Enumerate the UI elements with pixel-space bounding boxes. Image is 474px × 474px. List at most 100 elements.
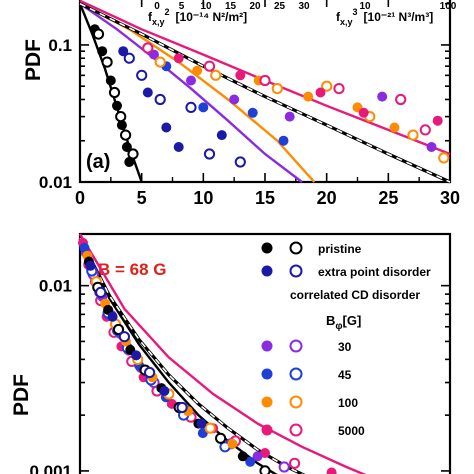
data-point xyxy=(142,87,153,98)
panel-b: PDF B = 68 G 0.01 0.001 pristine extra po… xyxy=(10,232,452,474)
legend-bphi-open-marker xyxy=(289,339,303,353)
data-point xyxy=(216,130,227,141)
data-point xyxy=(79,242,90,253)
x-tick-label: 20 xyxy=(317,188,337,208)
data-point xyxy=(333,83,345,95)
legend: pristine extra point disorder correlated… xyxy=(261,241,431,438)
data-point xyxy=(154,93,166,106)
top-f2-tick-label: 20 xyxy=(249,1,261,12)
data-point xyxy=(101,56,113,68)
data-point xyxy=(203,60,216,72)
y-tick-label: 0.001 xyxy=(29,462,72,474)
legend-bphi-value: 5000 xyxy=(338,424,365,438)
top-axis-f3-label: fx,y3 [10⁻²¹ N³/m³] xyxy=(336,7,433,27)
data-point xyxy=(120,129,132,141)
data-point xyxy=(159,386,170,396)
data-point xyxy=(389,122,400,133)
data-point xyxy=(203,148,216,160)
data-point xyxy=(173,142,184,152)
x-tick-label: 25 xyxy=(378,188,398,208)
data-point xyxy=(95,286,107,298)
data-point xyxy=(116,120,127,131)
data-point xyxy=(438,152,450,164)
data-point xyxy=(198,102,209,113)
x-tick-label: 10 xyxy=(193,188,213,208)
top-f2-tick-label: 25 xyxy=(274,1,286,12)
legend-bphi-value: 100 xyxy=(338,396,358,410)
data-point xyxy=(196,418,207,429)
data-point xyxy=(432,115,443,126)
fit-line-1-dash xyxy=(79,238,304,474)
data-point xyxy=(326,467,337,474)
data-point xyxy=(118,46,129,57)
legend-extra-point-filled-marker xyxy=(261,265,273,277)
data-point xyxy=(278,461,290,473)
legend-extra-point-open-marker xyxy=(289,264,303,278)
fit-line-3-dash xyxy=(79,2,451,183)
data-point xyxy=(303,91,314,102)
legend-bphi-filled-marker xyxy=(261,396,273,408)
x-tick-label: 30 xyxy=(440,188,460,208)
data-point xyxy=(215,432,227,444)
data-point xyxy=(115,111,127,123)
legend-bphi-filled-marker xyxy=(261,368,273,380)
x-tick-label: 0 xyxy=(75,188,85,208)
data-point xyxy=(85,260,96,271)
data-point xyxy=(237,451,248,462)
data-point xyxy=(252,451,263,462)
data-point xyxy=(161,122,172,133)
data-point xyxy=(192,65,203,76)
data-point xyxy=(108,86,121,99)
legend-extra-point-label: extra point disorder xyxy=(318,265,431,279)
x-tick-label: 15 xyxy=(255,188,275,208)
top-f2-tick-label: 30 xyxy=(298,1,310,12)
data-point xyxy=(358,107,369,118)
data-point xyxy=(144,366,156,379)
legend-bphi-open-marker xyxy=(289,395,303,409)
legend-bphi-open-marker xyxy=(289,367,303,381)
legend-bphi-value: 30 xyxy=(338,340,352,354)
data-point xyxy=(229,94,240,105)
top-f3-tick-label: 10 xyxy=(359,1,371,12)
panel-a-label: (a) xyxy=(86,151,110,173)
data-point xyxy=(321,80,333,92)
fit-line-1 xyxy=(79,2,303,183)
panel-a: PDF (a) fx,y2 [10⁻¹⁴ N²/m²] fx,y3 [10⁻²¹ N… xyxy=(22,0,460,208)
data-point xyxy=(92,28,105,40)
data-point xyxy=(259,74,271,87)
data-point xyxy=(284,111,295,122)
legend-pristine-label: pristine xyxy=(318,242,362,256)
panel-b-title: B = 68 G xyxy=(98,260,167,279)
data-point xyxy=(127,148,139,160)
data-point xyxy=(176,401,188,414)
top-f2-tick-label: 0 xyxy=(154,1,160,12)
data-point xyxy=(419,124,431,136)
top-f2-tick-label: 15 xyxy=(225,1,237,12)
data-point xyxy=(97,46,108,57)
fit-line-2 xyxy=(78,233,367,474)
data-point xyxy=(142,42,154,54)
data-point xyxy=(377,91,388,102)
y-tick-label: 0.1 xyxy=(48,36,72,55)
data-point xyxy=(259,465,271,474)
data-point xyxy=(121,142,132,152)
legend-correlated-label: correlated CD disorder xyxy=(290,288,420,302)
top-f2-tick-label: 10 xyxy=(200,1,212,12)
data-point xyxy=(136,69,148,81)
legend-bphi-value: 45 xyxy=(338,368,352,382)
data-point xyxy=(154,56,166,68)
legend-bphi-open-marker xyxy=(289,423,303,437)
data-point xyxy=(227,438,238,449)
data-point xyxy=(118,331,131,343)
data-point xyxy=(124,157,135,167)
top-f2-tick-label: 5 xyxy=(179,1,185,12)
data-point xyxy=(278,135,289,146)
data-point xyxy=(105,75,116,86)
data-point xyxy=(204,422,216,434)
legend-bphi-filled-marker xyxy=(261,424,273,436)
panel-b-ylabel: PDF xyxy=(10,374,33,416)
y-tick-label: 0.01 xyxy=(39,173,72,192)
data-point xyxy=(315,87,326,98)
panel-a-ylabel: PDF xyxy=(22,39,45,81)
